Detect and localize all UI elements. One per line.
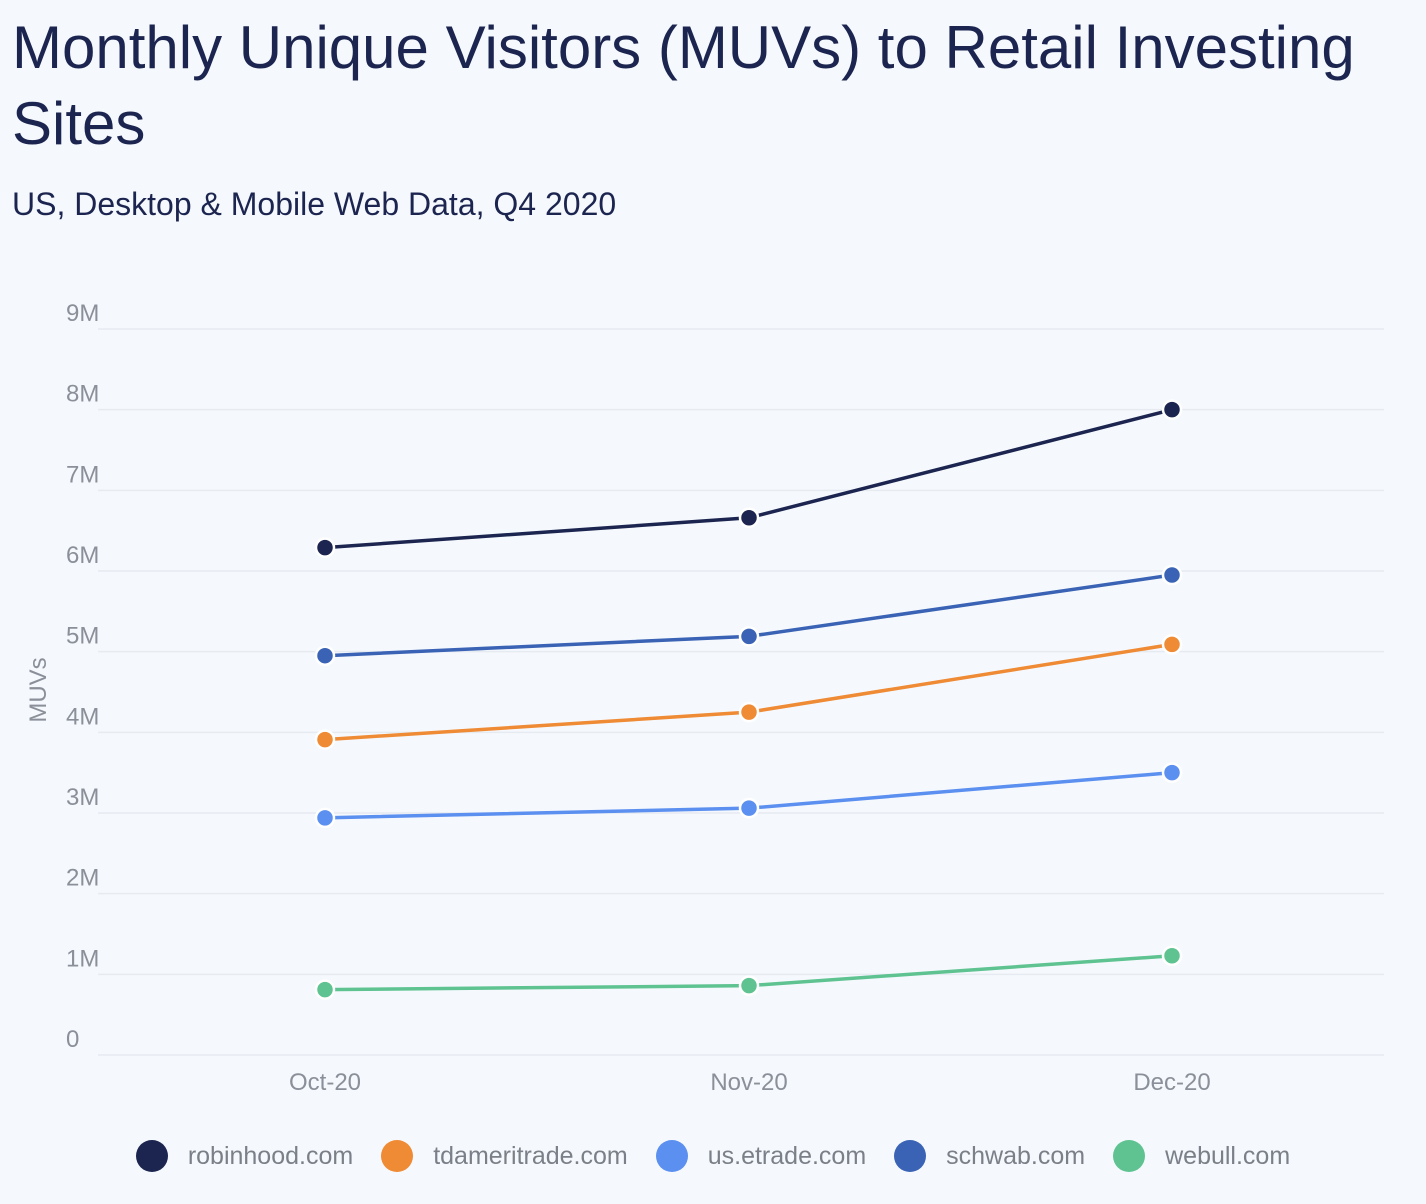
x-tick-label: Oct-20 (289, 1069, 361, 1096)
data-point[interactable] (738, 975, 760, 996)
legend-marker (655, 1140, 688, 1172)
y-tick-label: 9M (66, 300, 99, 327)
x-tick-label: Dec-20 (1133, 1069, 1210, 1096)
y-tick-label: 3M (66, 784, 99, 811)
series-line (324, 642, 1173, 742)
data-point[interactable] (1161, 945, 1183, 967)
legend: robinhood.com tdameritrade.com us.etrade.c… (0, 1140, 1426, 1172)
y-tick-label: 4M (66, 703, 99, 730)
chart-subtitle: US, Desktop & Mobile Web Data, Q4 2020 (12, 186, 617, 222)
y-tick-label: 1M (66, 945, 99, 972)
legend-marker (894, 1140, 927, 1172)
series-webull-com (314, 945, 1183, 1000)
series-us-etrade-com (314, 762, 1183, 829)
data-point[interactable] (738, 626, 760, 647)
y-tick-label: 6M (66, 542, 99, 569)
legend-marker (1113, 1140, 1146, 1172)
series-schwab-com (314, 564, 1183, 666)
legend-label: webull.com (1165, 1141, 1291, 1170)
data-point[interactable] (1161, 762, 1183, 783)
series-tdameritrade-com (314, 634, 1183, 750)
y-tick-label: 2M (66, 865, 99, 892)
line-chart: 0 1M 2M 3M 4M 5M 6M 7M 8M 9M Oct-20 Nov-20 Dec-20 M… (25, 300, 1384, 1096)
gridlines (98, 328, 1384, 1056)
data-point[interactable] (1161, 399, 1183, 420)
data-point[interactable] (738, 701, 760, 723)
legend-label: us.etrade.com (707, 1141, 867, 1170)
series-robinhood-com (314, 399, 1183, 558)
y-axis-ticks: 0 1M 2M 3M 4M 5M 6M 7M 8M 9M (66, 300, 99, 1053)
x-axis-ticks: Oct-20 Nov-20 Dec-20 (289, 1069, 1211, 1096)
data-point[interactable] (314, 807, 336, 829)
legend-item[interactable]: tdameritrade.com (381, 1140, 628, 1172)
legend-item[interactable]: robinhood.com (135, 1140, 354, 1172)
legend-label: robinhood.com (187, 1141, 354, 1170)
legend-label: schwab.com (946, 1141, 1086, 1170)
y-axis-title: MUVs (25, 657, 52, 722)
x-tick-label: Nov-20 (710, 1069, 787, 1096)
legend-item[interactable]: webull.com (1113, 1140, 1290, 1172)
series-lines (314, 399, 1183, 1000)
data-point[interactable] (314, 645, 336, 666)
y-tick-label: 0 (66, 1026, 79, 1053)
y-tick-label: 7M (66, 461, 99, 488)
legend-label: tdameritrade.com (433, 1141, 628, 1170)
data-point[interactable] (314, 537, 336, 558)
chart-title: Monthly Unique Visitors (MUVs) to Retail… (12, 14, 1355, 157)
data-point[interactable] (1161, 634, 1183, 655)
data-point[interactable] (738, 507, 760, 529)
y-tick-label: 8M (66, 381, 99, 408)
legend-item[interactable]: us.etrade.com (655, 1140, 867, 1172)
legend-marker (381, 1140, 414, 1172)
legend-marker (135, 1140, 168, 1172)
data-point[interactable] (314, 729, 336, 750)
y-tick-label: 5M (66, 623, 99, 650)
data-point[interactable] (314, 979, 336, 1000)
data-point[interactable] (738, 797, 760, 819)
data-point[interactable] (1161, 564, 1183, 586)
legend-item[interactable]: schwab.com (894, 1140, 1085, 1172)
